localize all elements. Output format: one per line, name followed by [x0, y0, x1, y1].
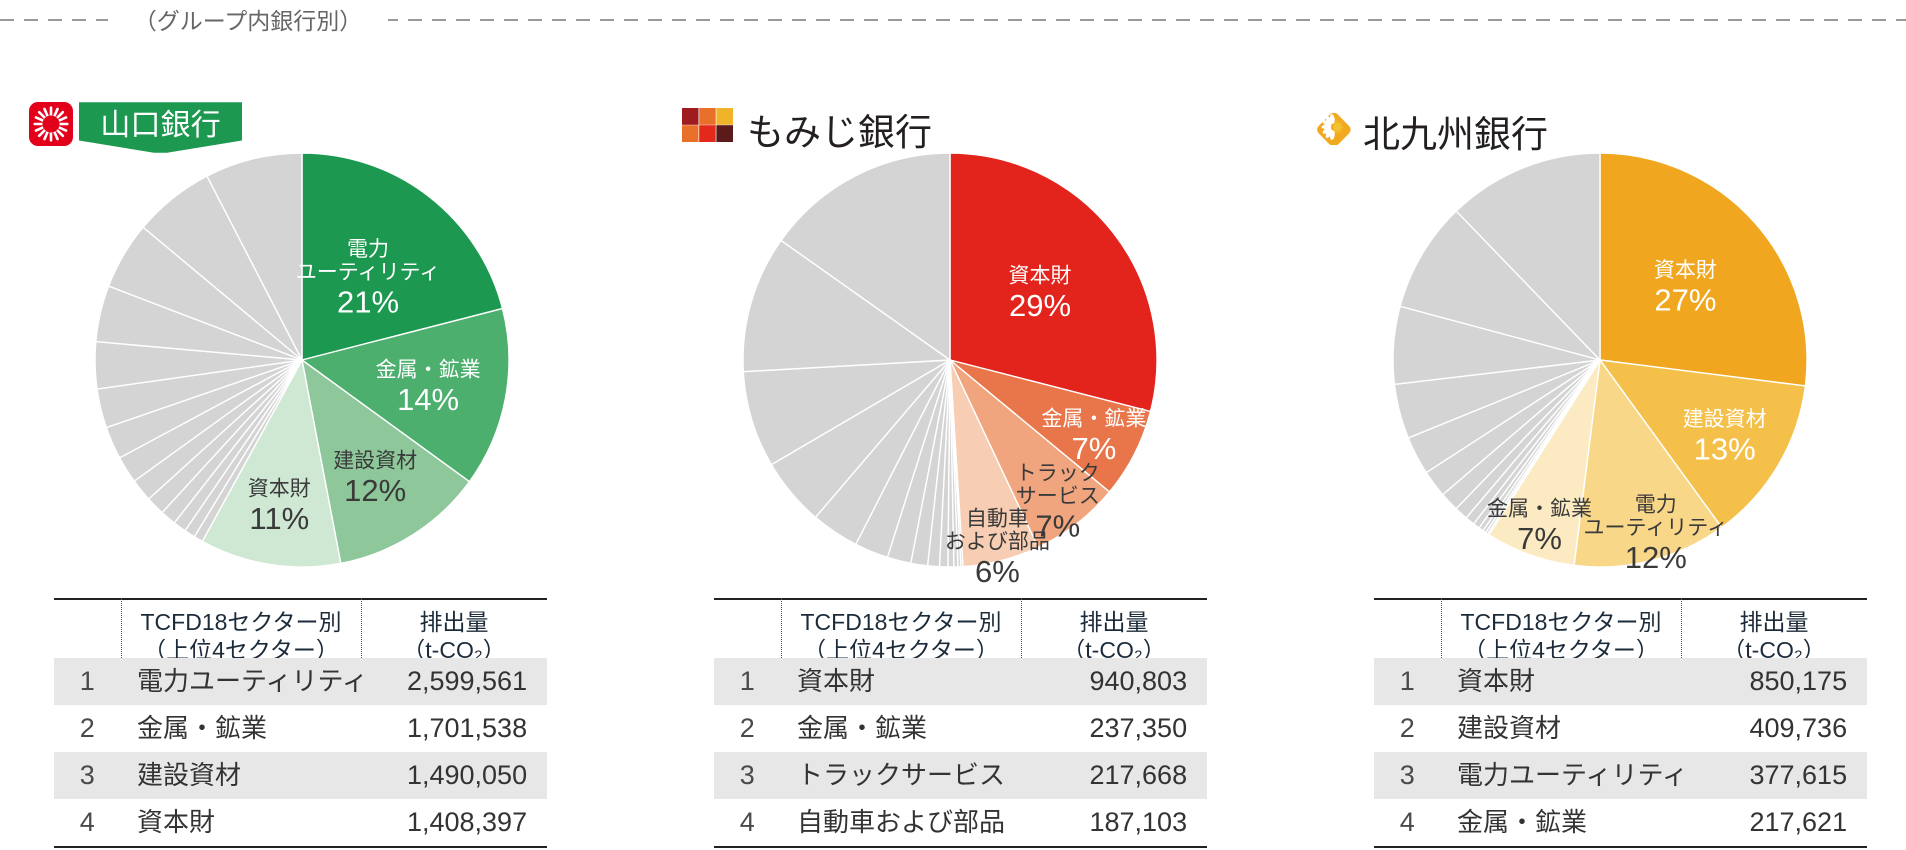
svg-text:12%: 12% [344, 473, 406, 508]
svg-text:金属・鉱業: 金属・鉱業 [1041, 408, 1146, 431]
svg-text:建設資材: 建設資材 [1683, 408, 1767, 431]
svg-text:トラック: トラック [1016, 462, 1100, 485]
svg-text:ユーティリティ: ユーティリティ [1584, 516, 1728, 539]
svg-text:27%: 27% [1654, 283, 1716, 318]
svg-text:自動車: 自動車 [966, 507, 1029, 530]
svg-text:電力: 電力 [347, 238, 389, 261]
svg-text:金属・鉱業: 金属・鉱業 [376, 358, 481, 381]
svg-text:14%: 14% [397, 382, 459, 417]
svg-text:および部品: および部品 [945, 530, 1050, 553]
svg-text:6%: 6% [975, 554, 1020, 589]
svg-text:サービス: サービス [1016, 485, 1100, 508]
svg-text:12%: 12% [1625, 540, 1687, 575]
svg-text:資本財: 資本財 [248, 478, 311, 501]
svg-text:建設資材: 建設資材 [333, 450, 417, 473]
svg-text:7%: 7% [1517, 521, 1562, 556]
svg-text:資本財: 資本財 [1654, 259, 1717, 282]
svg-text:29%: 29% [1009, 288, 1071, 323]
svg-text:ユーティリティ: ユーティリティ [296, 261, 440, 284]
svg-text:21%: 21% [337, 284, 399, 319]
svg-text:11%: 11% [249, 501, 309, 536]
svg-text:資本財: 資本財 [1009, 265, 1072, 288]
svg-text:13%: 13% [1694, 432, 1756, 467]
svg-text:電力: 電力 [1635, 493, 1677, 516]
svg-text:金属・鉱業: 金属・鉱業 [1487, 498, 1592, 521]
